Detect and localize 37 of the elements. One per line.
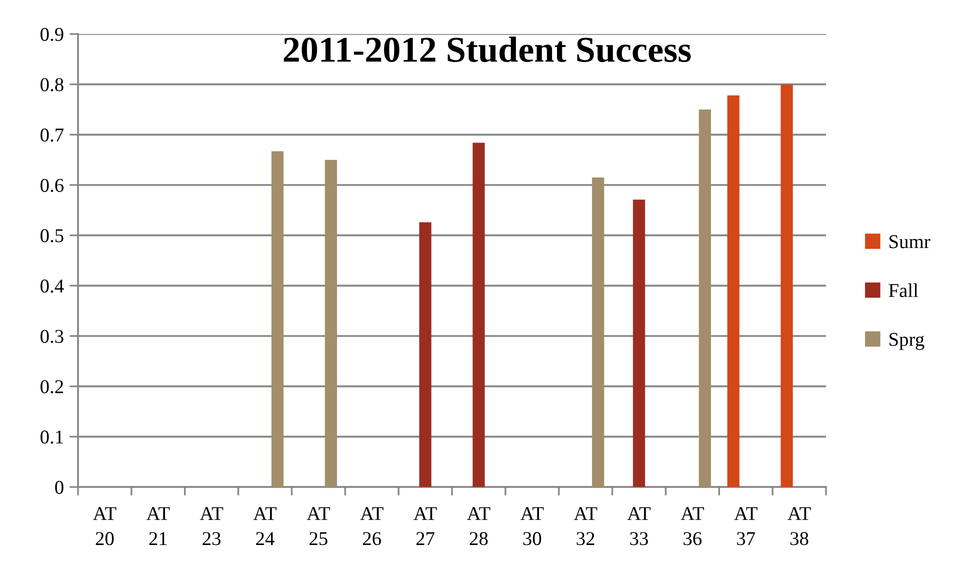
bar xyxy=(271,151,284,487)
x-tick-label: AT 26 xyxy=(360,507,384,546)
y-tick-label: 0.5 xyxy=(40,229,64,242)
y-tick-label: 0.4 xyxy=(40,279,64,293)
x-tick-label: AT 32 xyxy=(574,507,598,546)
chart-title: 2011-2012 Student Success xyxy=(284,36,691,62)
x-tick-label: AT 37 xyxy=(734,507,758,546)
bar xyxy=(632,200,646,487)
y-tick-label: 0.8 xyxy=(40,78,64,92)
y-tick-label: 0.1 xyxy=(40,430,63,444)
bar xyxy=(780,84,793,487)
x-tick-label: AT 25 xyxy=(306,507,330,546)
bar xyxy=(324,160,337,487)
y-tick-label: 0 xyxy=(55,480,64,494)
y-tick-label: 0.6 xyxy=(40,178,64,192)
x-tick-label: AT 24 xyxy=(253,507,277,545)
x-tick-label: AT 28 xyxy=(467,507,490,546)
bar xyxy=(472,142,485,487)
x-tick-label: AT 23 xyxy=(200,507,224,546)
bar xyxy=(698,110,711,487)
x-tick-label: AT 36 xyxy=(680,507,704,546)
x-tick-label: AT 27 xyxy=(414,507,437,545)
x-tick-label: AT 30 xyxy=(520,507,544,546)
x-tick-label: AT 20 xyxy=(93,507,116,546)
bar xyxy=(592,177,604,487)
bar xyxy=(419,222,432,487)
x-tick-label: AT 33 xyxy=(627,507,651,546)
legend-label: Sumr xyxy=(890,235,930,248)
y-tick-label: 0.3 xyxy=(40,330,64,344)
y-tick-label: 0.7 xyxy=(40,128,64,142)
legend-label: Fall xyxy=(888,283,918,298)
y-tick-label: 0.9 xyxy=(40,28,64,42)
bar xyxy=(727,95,740,487)
x-tick-label: AT 38 xyxy=(788,507,811,546)
x-tick-label: AT 21 xyxy=(146,507,170,545)
legend-label: Sprg xyxy=(890,332,924,350)
y-tick-label: 0.2 xyxy=(40,380,64,394)
